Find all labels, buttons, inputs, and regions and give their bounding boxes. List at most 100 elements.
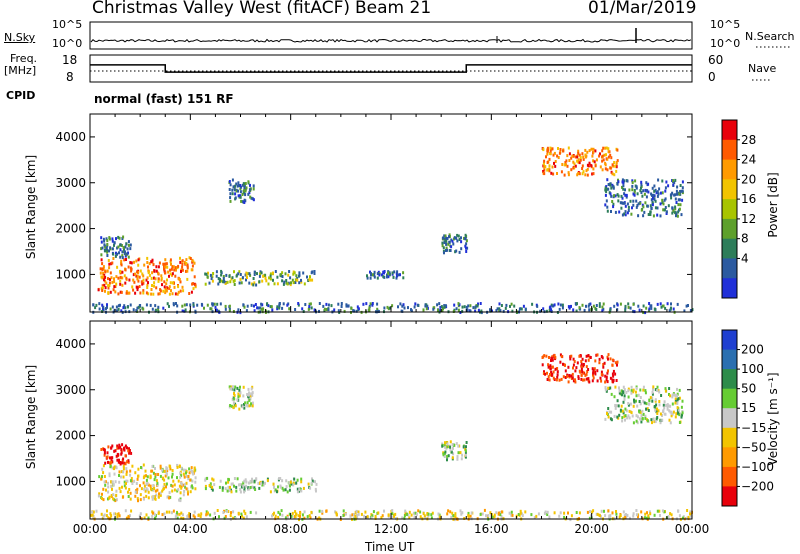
data-cell bbox=[154, 467, 156, 470]
y-tick-label: 2000 bbox=[55, 222, 86, 236]
data-cell bbox=[611, 378, 614, 382]
data-cell bbox=[243, 479, 246, 483]
data-cell bbox=[284, 516, 287, 520]
data-cell bbox=[111, 487, 113, 491]
data-cell bbox=[231, 276, 234, 280]
data-cell bbox=[676, 302, 679, 306]
data-cell bbox=[288, 512, 291, 516]
data-cell bbox=[592, 376, 595, 380]
data-cell bbox=[641, 409, 644, 413]
data-cell bbox=[667, 404, 670, 408]
data-cell bbox=[483, 508, 486, 512]
data-cell bbox=[102, 464, 105, 468]
colorbar-tick-label: −200 bbox=[741, 479, 774, 493]
data-cell bbox=[110, 514, 113, 518]
data-cell bbox=[627, 209, 630, 212]
data-cell bbox=[586, 167, 589, 171]
data-cell bbox=[470, 511, 473, 515]
data-cell bbox=[106, 455, 109, 459]
data-cell bbox=[610, 392, 613, 396]
data-cell bbox=[581, 152, 584, 156]
data-cell bbox=[654, 188, 657, 192]
data-cell bbox=[441, 241, 444, 245]
data-cell bbox=[643, 401, 646, 405]
data-cell bbox=[391, 304, 394, 308]
data-cell bbox=[177, 479, 180, 483]
data-cell bbox=[437, 308, 439, 312]
data-cell bbox=[243, 191, 246, 195]
data-cell bbox=[156, 483, 159, 487]
data-cell bbox=[298, 273, 301, 277]
data-cell bbox=[126, 460, 129, 464]
data-cell bbox=[138, 275, 141, 279]
data-cell bbox=[295, 274, 298, 278]
data-cell bbox=[263, 273, 266, 277]
data-cell bbox=[640, 414, 643, 417]
data-cell bbox=[656, 206, 659, 210]
data-cell bbox=[327, 308, 330, 312]
data-cell bbox=[549, 146, 552, 150]
data-cell bbox=[574, 378, 576, 382]
data-cell bbox=[118, 480, 121, 484]
data-cell bbox=[251, 480, 254, 484]
data-cell bbox=[683, 309, 686, 313]
data-cell bbox=[572, 160, 575, 164]
colorbar-segment bbox=[722, 349, 737, 370]
data-cell bbox=[616, 148, 619, 152]
data-cell bbox=[678, 192, 681, 196]
data-cell bbox=[95, 303, 98, 307]
data-cell bbox=[424, 304, 427, 308]
data-cell bbox=[649, 204, 652, 208]
data-cell bbox=[652, 194, 655, 198]
data-cell bbox=[248, 481, 250, 485]
data-cell bbox=[577, 149, 580, 153]
data-cell bbox=[126, 516, 129, 520]
data-cell bbox=[318, 516, 321, 520]
data-cell bbox=[601, 154, 604, 158]
data-cell bbox=[251, 477, 253, 481]
data-cell bbox=[113, 280, 116, 284]
data-cell bbox=[244, 401, 247, 405]
data-cell bbox=[241, 200, 244, 204]
data-cell bbox=[674, 178, 677, 182]
data-cell bbox=[623, 414, 626, 418]
data-cell bbox=[237, 189, 239, 193]
data-cell bbox=[462, 445, 465, 449]
data-cell bbox=[373, 270, 376, 274]
data-cell bbox=[120, 290, 123, 294]
data-cell bbox=[439, 515, 442, 519]
data-cell bbox=[355, 309, 358, 313]
data-cell bbox=[100, 477, 103, 481]
data-cell bbox=[366, 515, 369, 519]
data-cell bbox=[288, 307, 291, 311]
data-cell bbox=[592, 368, 595, 372]
data-cell bbox=[674, 211, 677, 215]
data-cell bbox=[615, 169, 618, 173]
data-cell bbox=[489, 308, 491, 312]
data-cell bbox=[596, 512, 599, 516]
data-cell bbox=[564, 161, 567, 164]
colorbar-tick-label: 28 bbox=[741, 133, 756, 147]
data-cell bbox=[350, 306, 353, 310]
data-cell bbox=[126, 247, 129, 251]
data-cell bbox=[164, 474, 167, 478]
data-cell bbox=[376, 302, 379, 306]
data-cell bbox=[457, 308, 460, 312]
data-cell bbox=[127, 490, 129, 494]
data-cell bbox=[260, 482, 263, 486]
data-cell bbox=[664, 387, 667, 391]
data-cell bbox=[159, 289, 162, 293]
data-cell bbox=[221, 488, 224, 492]
data-cell bbox=[636, 421, 639, 425]
data-cell bbox=[268, 276, 271, 280]
data-cell bbox=[416, 303, 419, 307]
data-cell bbox=[229, 196, 232, 200]
data-cell bbox=[401, 309, 404, 313]
data-cell bbox=[138, 304, 141, 308]
data-cell bbox=[608, 514, 611, 518]
data-cell bbox=[533, 516, 536, 520]
data-cell bbox=[309, 486, 312, 490]
data-cell bbox=[447, 509, 450, 513]
data-cell bbox=[189, 478, 192, 482]
data-cell bbox=[459, 451, 462, 455]
